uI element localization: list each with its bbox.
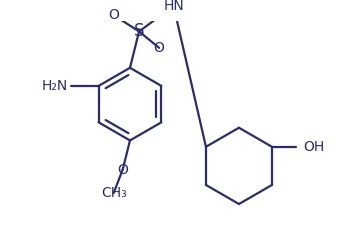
Text: O: O xyxy=(108,8,119,22)
Text: H₂N: H₂N xyxy=(41,79,68,93)
Text: O: O xyxy=(117,163,128,177)
Text: OH: OH xyxy=(303,140,324,154)
Text: O: O xyxy=(154,41,165,55)
Text: HN: HN xyxy=(163,0,184,13)
Text: CH₃: CH₃ xyxy=(101,186,126,200)
Text: S: S xyxy=(134,22,144,41)
